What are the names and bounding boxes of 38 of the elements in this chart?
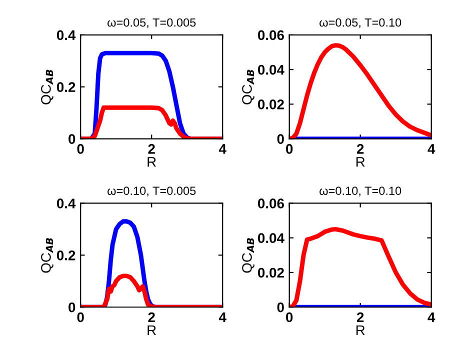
- x-tick-label: 2: [356, 312, 364, 322]
- y-tick-label: 0.02: [258, 100, 284, 110]
- x-tick-label: 0: [77, 144, 84, 154]
- x-axis-title: R: [148, 325, 156, 335]
- x-tick-label: 2: [148, 312, 155, 322]
- y-tick-label: 0.06: [258, 30, 284, 40]
- x-tick-label: 4: [428, 144, 436, 154]
- x-tick-label: 4: [218, 144, 226, 154]
- x-tick-label: 0: [77, 312, 84, 322]
- x-tick-label: 4: [218, 312, 226, 322]
- y-tick-label: 0.04: [258, 233, 284, 244]
- x-axis-title: R: [356, 325, 365, 335]
- chart-title: ω=0.05, T=0.005: [108, 18, 196, 28]
- x-tick-label: 2: [148, 144, 155, 154]
- y-tick-label: 0.02: [258, 268, 284, 278]
- y-axis-title: QC$_{AB}$: [242, 70, 254, 104]
- y-tick-label: 0.06: [258, 198, 284, 208]
- x-tick-label: 0: [286, 312, 293, 322]
- y-tick-label: 0: [277, 134, 284, 144]
- y-tick-label: 0.4: [56, 30, 76, 40]
- y-tick-label: 0: [68, 302, 76, 312]
- chart-title: ω=0.10, T=0.005: [108, 186, 196, 196]
- y-tick-label: 0.04: [258, 64, 284, 75]
- y-tick-label: 0.2: [56, 82, 76, 92]
- x-tick-label: 4: [428, 312, 436, 322]
- chart-title: ω=0.05, T=0.10: [320, 18, 402, 28]
- y-tick-label: 0.4: [56, 198, 76, 208]
- x-axis-title: R: [148, 157, 156, 167]
- y-tick-label: 0: [277, 302, 284, 312]
- x-tick-label: 0: [286, 144, 293, 154]
- y-tick-label: 0.2: [56, 250, 76, 260]
- y-axis-title: QC$_{AB}$: [41, 238, 54, 273]
- x-tick-label: 2: [356, 144, 364, 154]
- x-axis-title: R: [356, 157, 365, 167]
- y-axis-title: QC$_{AB}$: [242, 238, 254, 273]
- chart-title: ω=0.10, T=0.10: [320, 186, 402, 196]
- y-tick-label: 0: [68, 134, 76, 144]
- y-axis-title: QC$_{AB}$: [41, 70, 54, 104]
